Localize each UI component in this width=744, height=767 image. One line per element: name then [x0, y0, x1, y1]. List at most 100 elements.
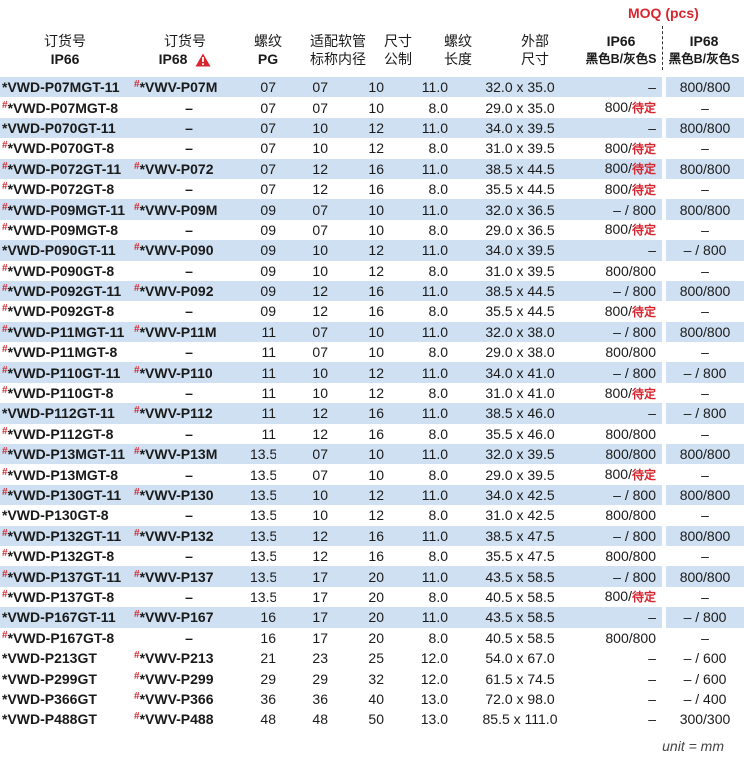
tbd-label: 待定: [631, 386, 656, 401]
moq-ip66-value: –: [648, 79, 656, 96]
moq-ip68: –: [701, 344, 709, 361]
header-col6: 螺纹 长度: [436, 32, 480, 68]
external-size: 31.0 x 41.0: [485, 385, 555, 402]
note-mark: #: [2, 221, 8, 233]
spacer: [448, 220, 464, 240]
ip68-code: –: [185, 181, 193, 198]
moq-ip66: – / 800: [576, 484, 662, 506]
table-row: *VWD-P112GT-11 #*VWV-P112 11 12 16 11.0 38.5 x…: [0, 403, 744, 424]
ip68-code: *VWV-P488: [139, 711, 214, 728]
external-size: 38.5 x 46.0: [464, 403, 576, 424]
header-col5: 尺寸 公制: [376, 32, 420, 68]
ip68-code: –: [185, 119, 193, 136]
hose-inner-diameter: 10: [312, 140, 328, 157]
metric-size: 12: [368, 385, 384, 402]
pg-thread: 09: [260, 262, 276, 279]
ip66-order-no: *VWD-P07MGT-11: [0, 77, 128, 98]
spacer: [448, 301, 464, 321]
spacer: [448, 199, 464, 220]
external-size: 29.0 x 38.0: [485, 344, 555, 361]
metric-size: 50: [368, 711, 384, 728]
note-mark: #: [134, 487, 140, 498]
spacer: [448, 525, 464, 546]
moq-ip68: – / 800: [666, 240, 744, 261]
thread-length: 8.0: [428, 303, 448, 320]
ip68-code: *VWV-P13M: [139, 446, 218, 463]
thread-length: 11.0: [384, 607, 448, 628]
spacer: [448, 383, 464, 403]
ip68-code: *VWV-P072: [139, 160, 214, 177]
tbd-label: 待定: [631, 590, 656, 605]
ip68-order-no: –: [128, 261, 250, 281]
tbd-label: 待定: [631, 304, 656, 319]
ip66-order-no: #*VWD-P132GT-11: [0, 525, 128, 546]
ip66-order-no: #*VWD-P132GT-8: [0, 546, 128, 566]
metric-size: 16: [368, 181, 384, 198]
moq-ip66: 800/800: [576, 505, 662, 525]
ip68-order-no: #*VWV-P112: [128, 403, 250, 424]
header-col8-top: IP66: [606, 33, 636, 49]
thread-length: 8.0: [428, 221, 448, 238]
hose-inner-diameter: 07: [312, 221, 328, 238]
ip68-code: –: [185, 262, 193, 279]
ip68-code: *VWV-P090: [139, 242, 214, 259]
ip68-order-no: #*VWV-P299: [128, 668, 250, 688]
ip68-order-no: –: [128, 179, 250, 199]
divider-gap: [662, 158, 666, 179]
moq-ip68: –: [701, 181, 709, 198]
external-size: 34.0 x 41.0: [464, 362, 576, 383]
moq-ip68: 800/800: [666, 484, 744, 506]
divider-gap: [662, 484, 666, 506]
table-row: #*VWD-P09MGT-11 #*VWV-P09M 09 07 10 11.0 32.0 …: [0, 199, 744, 220]
header-col3-bottom: PG: [257, 51, 279, 67]
ip68-code: –: [185, 344, 193, 361]
moq-ip66: 800/待定: [576, 587, 662, 607]
note-mark: #: [134, 160, 140, 172]
note-mark: #: [2, 344, 8, 356]
tbd-label: 待定: [631, 182, 656, 197]
hose-inner-diameter: 23: [312, 650, 328, 667]
external-size: 40.5 x 58.5: [485, 629, 555, 646]
table-row: *VWD-P07MGT-11 #*VWV-P07M 07 07 10 11.0 32.0 x…: [0, 77, 744, 98]
moq-ip68: –: [701, 507, 709, 524]
pg-thread: 11: [250, 362, 276, 383]
moq-ip68: –: [701, 140, 709, 157]
divider-gap: [662, 77, 666, 98]
moq-ip66: –: [576, 240, 662, 261]
metric-size: 10: [328, 199, 384, 220]
note-mark: #: [2, 160, 8, 172]
ip66-order-no: *VWD-P213GT: [0, 648, 128, 668]
ip68-code: *VWV-P213: [139, 650, 214, 667]
external-size: 35.5 x 44.5: [485, 303, 555, 320]
spacer: [448, 668, 464, 688]
moq-ip68: 800/800: [666, 566, 744, 587]
note-mark: #: [2, 323, 8, 335]
moq-ip66-value: 800/: [604, 466, 632, 483]
thread-length: 8.0: [428, 507, 448, 524]
ip66-order-no: #*VWD-P09MGT-8: [0, 220, 128, 240]
external-size: 31.0 x 42.5: [485, 507, 555, 524]
ip68-order-no: #*VWV-P213: [128, 648, 250, 668]
ip66-order-no: #*VWD-P112GT-8: [0, 424, 128, 444]
moq-ip68: –: [701, 425, 709, 442]
ip68-order-no: #*VWV-P09M: [128, 199, 250, 220]
external-size: 54.0 x 67.0: [485, 650, 555, 667]
ip66-code: *VWD-P167GT-11: [2, 609, 116, 626]
ip68-order-no: #*VWV-P132: [128, 525, 250, 546]
ip66-code: *VWD-P092GT-8: [7, 303, 115, 320]
spacer: [448, 505, 464, 525]
table-row: #*VWD-P137GT-8 – 13.5 17 20 8.0 40.5 x 58.5 800…: [0, 587, 744, 607]
moq-ip66-value: –: [648, 242, 656, 259]
tbd-label: 待定: [631, 223, 656, 238]
ip66-code: *VWD-P090GT-11: [2, 242, 116, 259]
moq-ip66-value: 800/800: [605, 425, 656, 442]
moq-ip66-value: –: [648, 670, 656, 687]
ip66-code: *VWD-P072GT-8: [7, 181, 115, 198]
ip68-code: *VWV-P112: [139, 405, 213, 422]
table-row: #*VWD-P070GT-8 – 07 10 12 8.0 31.0 x 39.5 800/待…: [0, 138, 744, 158]
header-col3: 螺纹 PG: [246, 32, 290, 68]
external-size: 85.5 x 111.0: [482, 711, 558, 728]
ip68-code: *VWV-P11M: [139, 323, 217, 340]
moq-ip66-value: 800/: [604, 588, 632, 605]
spacer: [448, 607, 464, 628]
